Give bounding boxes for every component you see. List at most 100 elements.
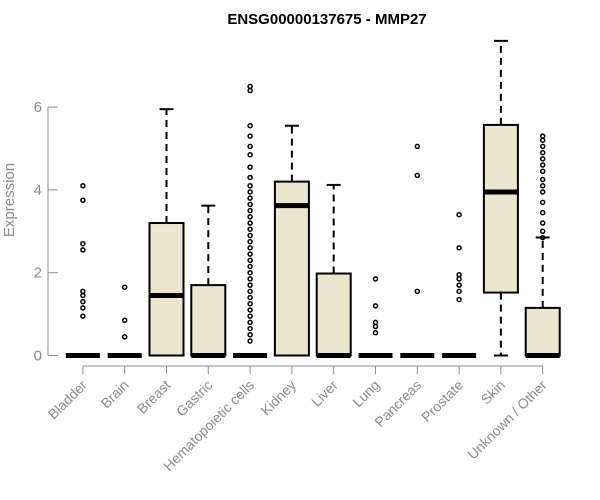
outlier-point <box>247 294 253 301</box>
outlier-point <box>247 174 253 181</box>
outlier-point <box>247 288 253 295</box>
box-group <box>442 211 477 358</box>
outlier-point <box>372 303 379 309</box>
box-group <box>400 143 435 358</box>
outlier-point <box>247 183 253 189</box>
outlier-point <box>247 151 253 158</box>
x-tick-label: Kidney <box>257 377 299 419</box>
box-group <box>482 39 519 357</box>
box-group <box>107 284 142 358</box>
outlier-point <box>456 296 462 303</box>
outlier-point <box>414 288 421 295</box>
outlier-point <box>247 232 253 239</box>
outlier-point <box>247 189 253 195</box>
outlier-point <box>539 133 546 139</box>
box-group <box>358 276 393 358</box>
outlier-point <box>247 269 253 276</box>
outlier-point <box>539 228 546 235</box>
y-tick-label: 0 <box>34 348 42 365</box>
outlier-point <box>247 83 253 90</box>
box <box>190 284 227 357</box>
outlier-point <box>456 288 462 295</box>
x-tick-label: Lung <box>349 377 382 410</box>
outlier-point <box>539 162 546 168</box>
outlier-point <box>247 245 253 251</box>
chart-title: ENSG00000137675 - MMP27 <box>227 11 426 28</box>
outlier-point <box>247 164 253 170</box>
outlier-point <box>539 209 546 216</box>
outlier-point <box>247 263 253 270</box>
outlier-point <box>247 282 253 288</box>
outlier-point <box>539 220 546 226</box>
outlier-point <box>539 183 546 189</box>
box <box>482 123 519 294</box>
outlier-point <box>456 211 462 218</box>
outlier-point <box>247 325 253 332</box>
outlier-point <box>247 143 253 150</box>
box <box>273 180 310 357</box>
outlier-point <box>80 247 86 253</box>
outlier-point <box>539 156 546 162</box>
outlier-point <box>539 189 546 195</box>
y-tick-label: 2 <box>34 265 42 282</box>
outlier-point <box>247 214 253 220</box>
outlier-point <box>539 149 546 156</box>
y-tick-label: 4 <box>34 182 42 199</box>
x-tick-label: Brain <box>97 377 131 411</box>
box-group <box>524 133 561 358</box>
outlier-point <box>80 183 86 189</box>
outlier-point <box>247 220 253 226</box>
outlier-point <box>247 122 253 129</box>
outlier-point <box>539 234 546 241</box>
outlier-point <box>80 197 86 203</box>
box-group <box>65 183 100 358</box>
outlier-point <box>247 226 253 232</box>
box <box>148 222 185 357</box>
plot-area <box>65 39 561 358</box>
outlier-point <box>456 282 462 288</box>
box-group <box>190 204 227 358</box>
outlier-point <box>539 168 546 175</box>
outlier-point <box>80 313 86 319</box>
outlier-point <box>247 319 253 326</box>
box-group <box>233 83 268 358</box>
y-tick-label: 6 <box>34 99 42 116</box>
outlier-point <box>247 313 253 319</box>
outlier-point <box>121 317 128 324</box>
outlier-point <box>247 201 253 208</box>
box-group <box>148 108 185 357</box>
outlier-point <box>247 251 253 257</box>
x-tick-label: Breast <box>134 377 174 417</box>
outlier-point <box>247 195 253 201</box>
outlier-point <box>80 298 86 305</box>
outlier-point <box>539 199 546 206</box>
outlier-point <box>414 143 421 150</box>
box-group <box>273 124 310 357</box>
outlier-point <box>121 284 128 290</box>
outlier-point <box>539 176 546 183</box>
x-tick-label: Prostate <box>418 377 466 425</box>
outlier-point <box>372 319 379 326</box>
outlier-point <box>247 338 253 344</box>
y-axis: 0 2 4 6 <box>34 99 58 365</box>
box-group <box>315 183 352 358</box>
outlier-point <box>80 305 86 311</box>
outlier-point <box>80 240 86 247</box>
outlier-point <box>456 245 462 251</box>
outlier-point <box>539 143 546 150</box>
outlier-point <box>372 276 379 282</box>
outlier-point <box>247 332 253 338</box>
x-tick-label: Bladder <box>45 377 91 423</box>
outlier-point <box>247 276 253 282</box>
box <box>524 306 561 357</box>
outlier-point <box>247 133 253 139</box>
y-axis-label: Expression <box>1 163 18 237</box>
x-tick-label: Skin <box>477 377 508 408</box>
x-tick-label: Liver <box>308 377 341 410</box>
outlier-point <box>456 272 462 278</box>
outlier-point <box>80 288 86 295</box>
outlier-point <box>247 301 253 307</box>
x-tick-label: Unknown / Other <box>464 377 550 463</box>
